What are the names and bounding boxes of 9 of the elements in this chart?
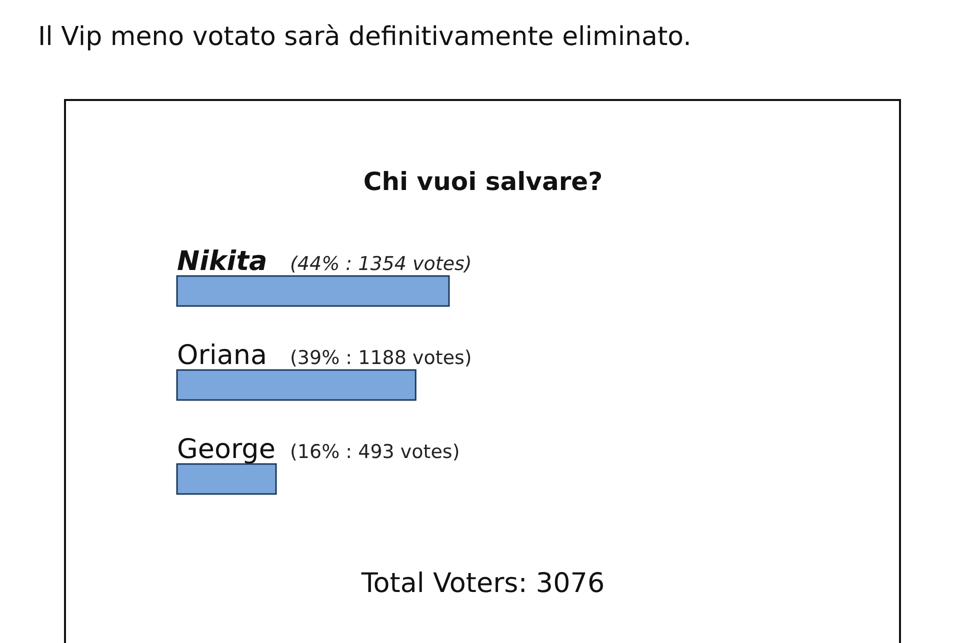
y-tick-label: Nikita bbox=[177, 246, 268, 277]
data-label: (44% : 1354 votes) bbox=[290, 253, 472, 275]
y-tick-label: Oriana bbox=[177, 340, 268, 371]
y-tick-label: George bbox=[177, 434, 276, 465]
text: Total Voters: 3076 bbox=[360, 568, 605, 599]
chart-title: Il Vip meno votato sarà definitivamente eliminato. bbox=[38, 22, 692, 52]
chart-subtitle: Chi vuoi salvare? bbox=[363, 167, 603, 196]
data-label: (16% : 493 votes) bbox=[290, 441, 460, 463]
data-label: (39% : 1188 votes) bbox=[290, 347, 472, 369]
